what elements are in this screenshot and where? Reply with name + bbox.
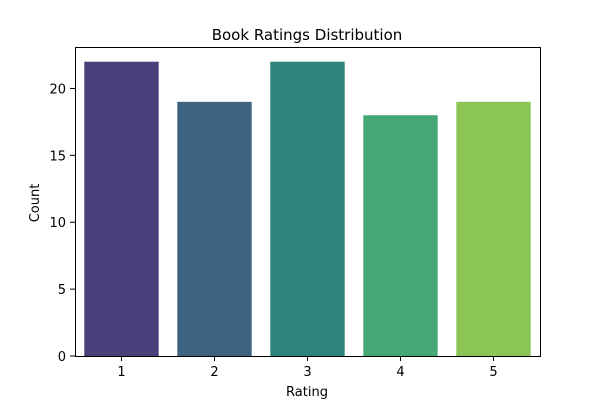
x-ticks-group: 1 2 3 4 5	[117, 356, 498, 380]
x-axis-label: Rating	[286, 385, 328, 400]
plot-frame	[75, 47, 541, 357]
y-axis-label: Count	[28, 184, 43, 223]
x-tick-label: 1	[117, 365, 125, 380]
y-tick-label: 15	[49, 149, 66, 164]
x-tick-label: 4	[396, 365, 404, 380]
bar-rating-5	[456, 101, 531, 357]
bar-rating-2	[177, 101, 252, 357]
y-tick-label: 5	[58, 283, 66, 298]
bar-rating-4	[363, 115, 438, 356]
x-tick-label: 5	[489, 365, 497, 380]
x-tick-label: 2	[210, 365, 218, 380]
chart-title: Book Ratings Distribution	[212, 26, 403, 44]
y-tick-label: 20	[49, 82, 66, 97]
y-ticks-group: 0 5 10 15 20	[49, 82, 75, 365]
bar-rating-3	[270, 61, 345, 356]
bar-rating-1	[84, 61, 159, 356]
y-tick-label: 10	[49, 216, 66, 231]
bars-group	[84, 61, 531, 357]
x-tick-label: 3	[303, 365, 311, 380]
y-tick-label: 0	[58, 350, 66, 365]
